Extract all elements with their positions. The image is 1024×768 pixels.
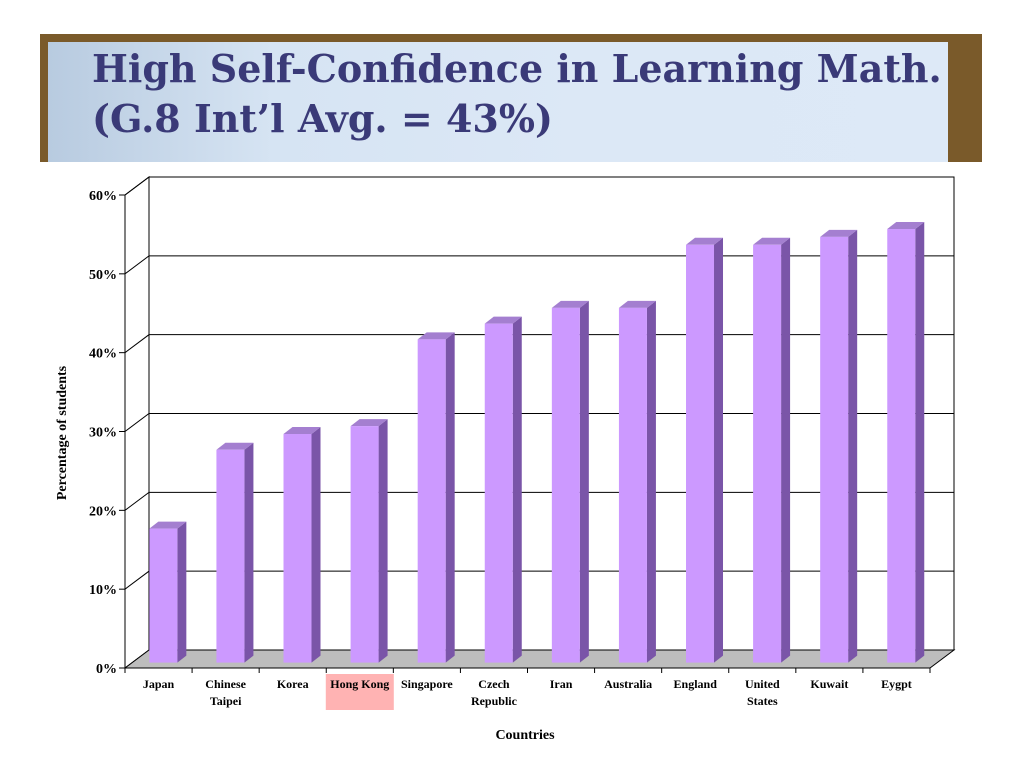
y-tick-label: 60%: [89, 189, 117, 204]
bar-side: [445, 332, 455, 663]
x-category-label: United: [745, 677, 780, 691]
gridlines: [119, 176, 954, 669]
y-tick-label: 0%: [96, 662, 117, 677]
bar-side: [311, 426, 321, 663]
title-line-1: High Self-Confidence in Learning Math.: [92, 46, 942, 91]
x-category-label: Republic: [471, 694, 518, 708]
bar-front: [484, 323, 513, 663]
bar-top: [417, 332, 455, 340]
bar-side: [714, 237, 724, 663]
y-tick-label: 50%: [89, 268, 117, 283]
x-category-label: England: [674, 677, 718, 691]
bar-front: [417, 339, 446, 663]
bar-front: [551, 307, 580, 663]
x-category-label: Kuwait: [810, 677, 848, 691]
x-category-labels: Japan Chinese Taipei Korea Hong Kong Singapor…: [124, 668, 931, 710]
bar: [350, 419, 388, 663]
bar: [216, 442, 254, 663]
bar-top: [551, 300, 589, 308]
bar: [484, 316, 522, 663]
y-tick-labels: 0% 10% 20% 30% 40% 50% 60%: [89, 189, 117, 677]
gridline: [124, 255, 954, 275]
x-category-label: Czech: [478, 677, 510, 691]
bar: [149, 521, 187, 663]
bar-side: [848, 229, 858, 663]
x-category-label: States: [747, 694, 778, 708]
bar-top: [283, 426, 321, 434]
bar-front: [753, 244, 782, 663]
y-tick-label: 20%: [89, 504, 117, 519]
bar: [417, 332, 455, 663]
bar-front: [149, 528, 178, 663]
x-category-label: Australia: [604, 677, 652, 691]
y-tick-label: 10%: [89, 583, 117, 598]
bar-front: [820, 236, 849, 663]
bar-top: [753, 237, 791, 245]
bar: [820, 229, 858, 663]
slide-title: High Self-Confidence in Learning Math. (…: [92, 44, 972, 144]
bar: [618, 300, 656, 663]
y-tick-label: 30%: [89, 426, 117, 441]
bar-top: [149, 521, 187, 529]
bar-top: [820, 229, 858, 237]
bar-top: [887, 222, 925, 230]
gridline: [124, 491, 954, 511]
bar-top: [216, 442, 254, 450]
x-axis-title: Countries: [495, 728, 555, 743]
gridline: [124, 176, 954, 196]
bar-side: [646, 300, 656, 663]
title-background: [48, 42, 948, 162]
x-category-label: Singapore: [401, 677, 453, 691]
x-category-label: Taipei: [210, 694, 242, 708]
bar-side: [512, 316, 522, 663]
title-line-2: (G.8 Int’l Avg. = 43%): [92, 96, 553, 141]
bar: [686, 237, 724, 663]
y-tick-label: 40%: [89, 347, 117, 362]
gridline: [124, 413, 954, 432]
bar-front: [283, 433, 312, 663]
highlight-box: [325, 674, 394, 710]
x-category-label: Korea: [277, 677, 309, 691]
bar-front: [686, 244, 715, 663]
bar-side: [579, 300, 589, 663]
x-category-label: Iran: [550, 677, 573, 691]
bar: [551, 300, 589, 663]
bar-side: [177, 521, 187, 663]
bar-side: [915, 222, 925, 663]
bar-front: [350, 426, 379, 663]
bar-front: [618, 307, 647, 663]
gridline: [124, 334, 954, 354]
bar-side: [378, 419, 388, 663]
bar-top: [618, 300, 656, 308]
bars: [149, 222, 925, 663]
bar: [887, 222, 925, 663]
y-axis-title: Percentage of students: [55, 365, 70, 500]
x-category-label: Eygpt: [881, 677, 912, 691]
bar-front: [887, 229, 916, 663]
bar-top: [350, 419, 388, 427]
bar: [753, 237, 791, 663]
bar-top: [484, 316, 522, 324]
x-category-label: Japan: [143, 677, 175, 691]
gridline: [124, 570, 954, 590]
bar: [283, 426, 321, 663]
x-category-label: Hong Kong: [330, 677, 389, 691]
bar-side: [781, 237, 791, 663]
bar-side: [244, 442, 254, 663]
bar-front: [216, 449, 245, 663]
x-category-label: Chinese: [205, 677, 246, 691]
bar-top: [686, 237, 724, 245]
